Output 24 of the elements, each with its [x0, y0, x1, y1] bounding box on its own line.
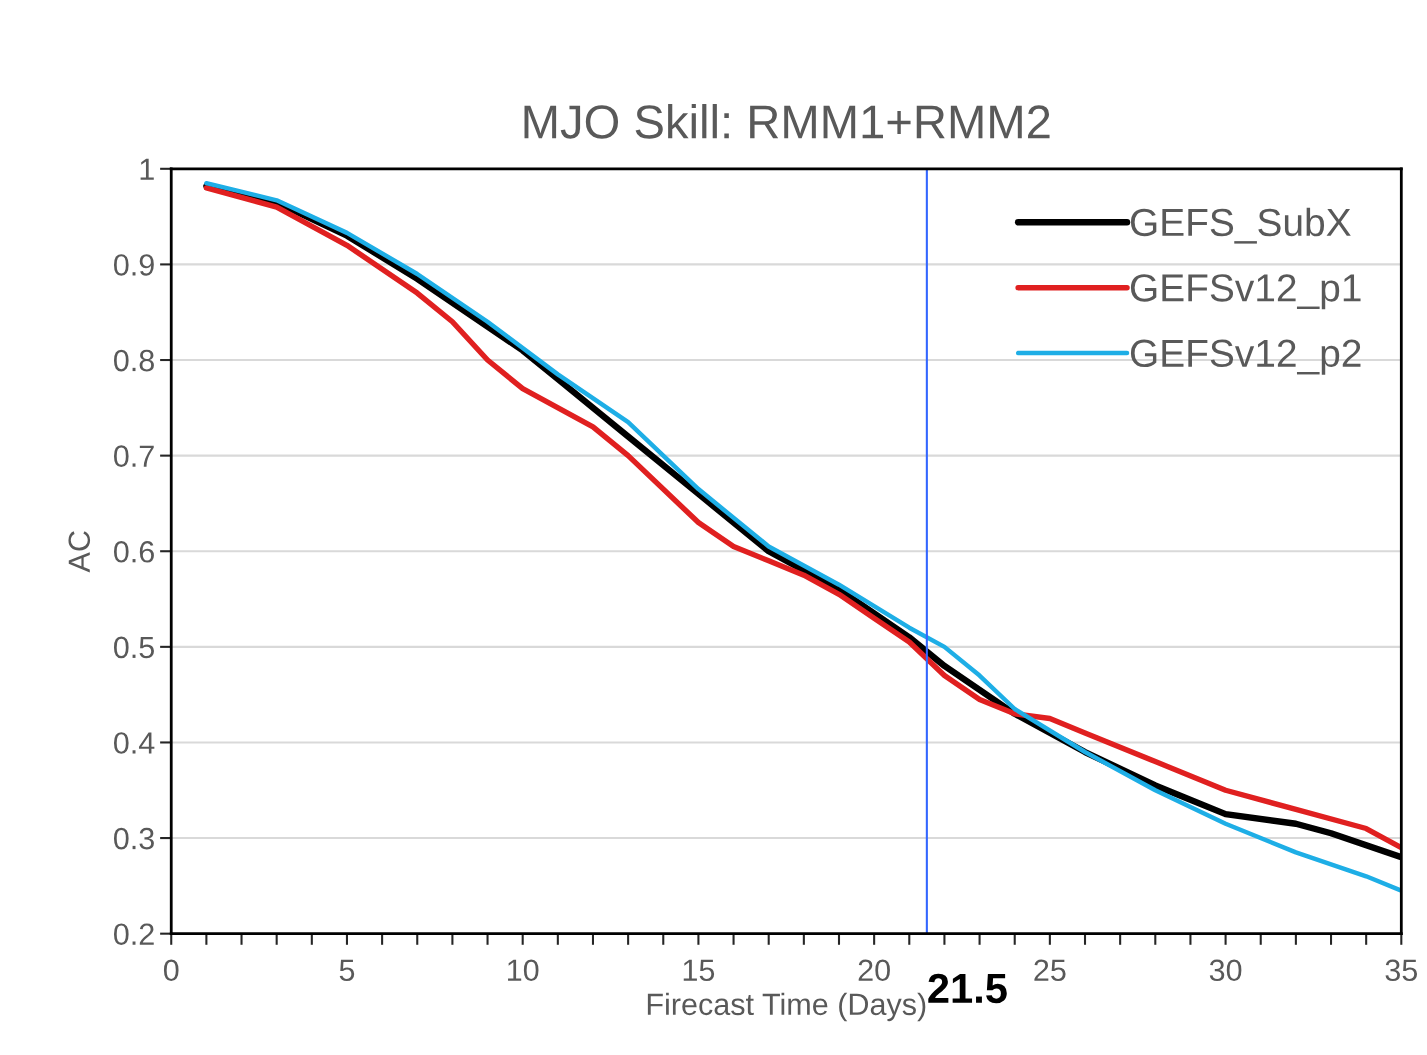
x-axis-title: Firecast Time (Days) — [647, 992, 926, 1022]
x-tick-label: 0 — [163, 959, 179, 982]
y-tick-label: 0.8 — [113, 349, 154, 372]
legend-label: GEFSv12_p1 — [1130, 274, 1361, 310]
y-tick-label: 0.3 — [113, 827, 154, 850]
y-tick-label: 0.6 — [113, 540, 154, 563]
x-tick-label: 30 — [1209, 959, 1242, 982]
x-tick-label: 35 — [1385, 959, 1418, 982]
legend-label: GEFSv12_p2 — [1130, 339, 1361, 375]
chart-title: MJO Skill: RMM1+RMM2 — [524, 104, 1050, 139]
x-tick-label: 10 — [508, 959, 539, 982]
y-axis-title: AC — [68, 531, 91, 573]
y-tick-label: 0.7 — [113, 445, 154, 467]
x-tick-label: 25 — [1034, 959, 1066, 982]
y-tick-label: 0.4 — [113, 732, 155, 754]
y-tick-label: 1 — [140, 158, 154, 180]
x-tick-label: 5 — [339, 959, 355, 982]
x-tick-label: 20 — [858, 959, 890, 982]
y-tick-label: 0.2 — [113, 923, 154, 946]
legend-label: GEFS_SubX — [1130, 207, 1351, 244]
ref-line-label: 21.5 — [928, 973, 1007, 1004]
y-tick-label: 0.9 — [113, 254, 154, 276]
y-tick-label: 0.5 — [113, 636, 154, 659]
x-tick-label: 15 — [683, 959, 715, 982]
